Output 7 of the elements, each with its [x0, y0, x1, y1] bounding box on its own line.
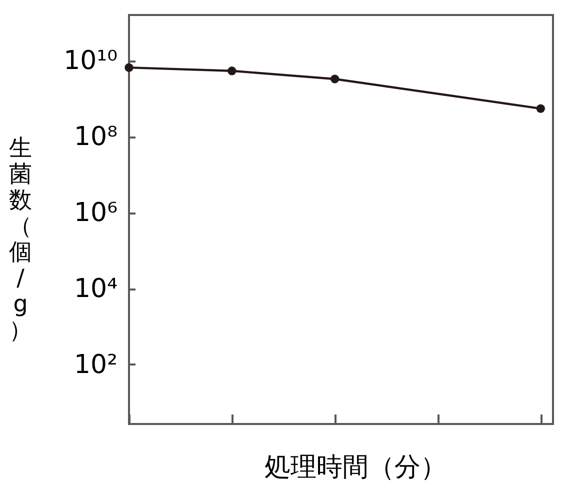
- y-tick-label: 10¹⁰: [64, 46, 118, 76]
- y-tick-label: 10⁶: [74, 198, 118, 228]
- y-tick-label: 10⁸: [74, 122, 118, 152]
- y-tick-label: 10⁴: [74, 274, 118, 304]
- y-tick-label: 10²: [74, 350, 118, 380]
- y-axis-title: 生菌数（個/g）: [9, 136, 32, 344]
- x-axis-title: 処理時間（分）: [264, 452, 446, 482]
